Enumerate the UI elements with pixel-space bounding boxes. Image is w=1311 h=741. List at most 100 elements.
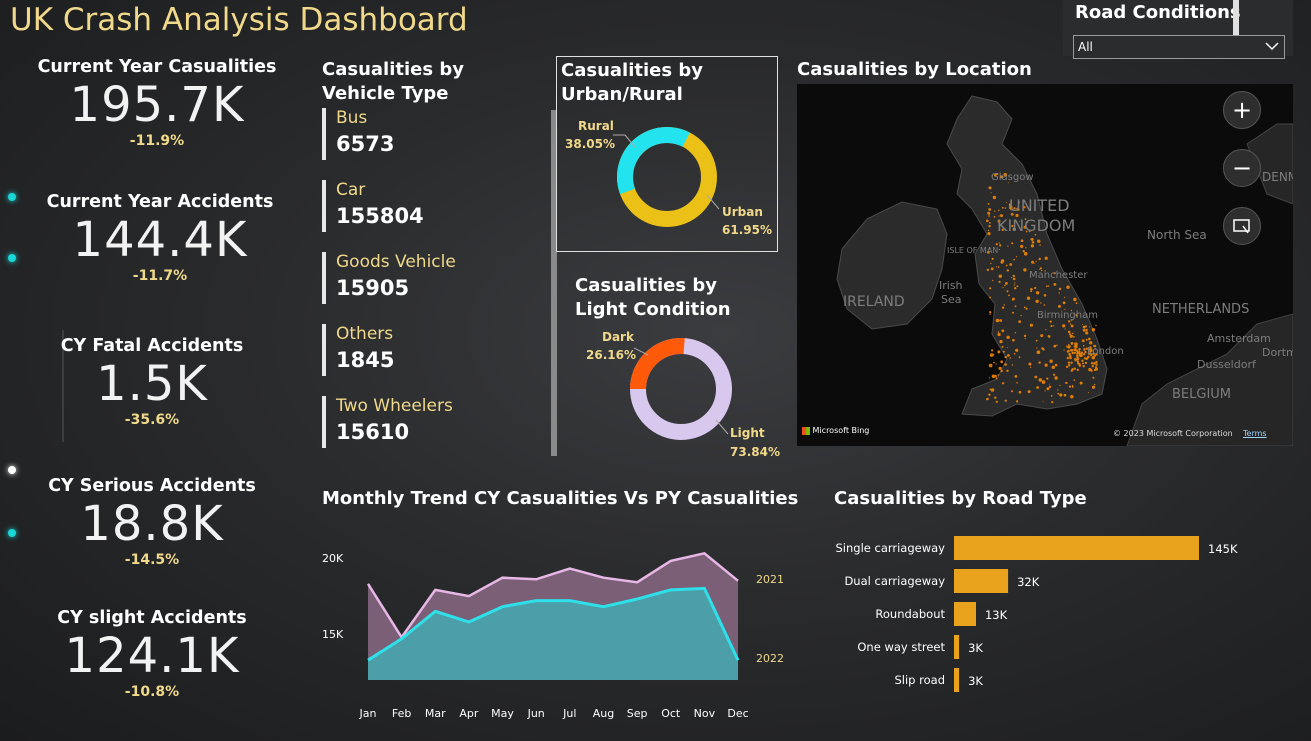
map-label-irish-sea: Irish xyxy=(939,279,963,292)
dark-slice xyxy=(630,338,732,440)
map-dot xyxy=(1036,347,1038,349)
zoom-out-button[interactable]: − xyxy=(1223,149,1261,187)
map-dot xyxy=(1070,309,1073,312)
microsoft-logo-icon xyxy=(802,426,810,435)
map-dot xyxy=(1076,357,1079,361)
map-dot xyxy=(1010,212,1014,216)
map-dot xyxy=(1020,244,1024,248)
map-dot xyxy=(1007,354,1010,357)
map-dot xyxy=(1071,351,1074,355)
map-dot xyxy=(1082,328,1086,332)
map-dot xyxy=(988,393,991,396)
map-dot xyxy=(987,232,991,236)
map-dot xyxy=(1023,206,1026,209)
road-type-bar xyxy=(954,635,960,659)
map-dot xyxy=(998,366,1002,370)
map-dot xyxy=(1012,274,1015,278)
map-dot xyxy=(1001,382,1005,385)
map-dot xyxy=(1091,385,1096,389)
map-dot xyxy=(989,296,992,299)
select-area-button[interactable] xyxy=(1223,207,1261,245)
map-dot xyxy=(1093,344,1097,348)
zoom-in-button[interactable]: + xyxy=(1223,91,1261,129)
map-dot xyxy=(1075,314,1078,317)
map-dot xyxy=(1095,360,1098,364)
map-label-netherlands: NETHERLANDS xyxy=(1152,302,1250,317)
map-dot xyxy=(1014,332,1017,334)
map-dot xyxy=(1085,347,1089,350)
map-dot xyxy=(1053,272,1056,275)
map-dots xyxy=(986,172,1098,404)
map-dot xyxy=(986,397,989,401)
map-dot xyxy=(1012,227,1016,231)
map-dot xyxy=(1071,384,1073,387)
map-dot xyxy=(1062,301,1066,305)
map-dot xyxy=(988,224,991,228)
slicer-scrollbar[interactable] xyxy=(1233,0,1239,36)
map-dot xyxy=(1073,335,1075,338)
map-dot xyxy=(1073,297,1077,302)
slicer-dropdown[interactable]: All xyxy=(1073,35,1285,59)
x-tick-label: Jun xyxy=(527,707,545,720)
map-dot xyxy=(1016,400,1019,403)
urban-pct: 61.95% xyxy=(722,223,772,237)
map-dot xyxy=(997,350,1001,354)
map-dot xyxy=(986,250,990,254)
bar-category-label: Slip road xyxy=(894,673,945,687)
map-dot xyxy=(1068,364,1071,367)
map-dot xyxy=(1042,348,1045,351)
map-dot xyxy=(991,257,994,260)
map-dot xyxy=(1073,345,1077,348)
map-dot xyxy=(1053,344,1057,348)
map-dot xyxy=(1006,347,1008,348)
kpi-serious-accidents: CY Serious Accidents 18.8K -14.5% xyxy=(17,476,287,568)
map-dot xyxy=(998,215,1000,217)
map-dot xyxy=(1035,260,1037,262)
map-dot xyxy=(997,266,1000,268)
road-conditions-slicer[interactable]: Road Conditions All xyxy=(1063,0,1293,59)
map-canvas xyxy=(836,95,1293,446)
road-type-bar xyxy=(954,668,960,692)
map-label-dusseldorf: Dusseldorf xyxy=(1197,358,1256,371)
map-dot xyxy=(1000,260,1004,264)
road-type-title: Casualities by Road Type xyxy=(834,488,1087,509)
map-dot xyxy=(995,266,998,268)
map-dot xyxy=(987,211,991,215)
map-terms-link[interactable]: Terms xyxy=(1243,429,1267,438)
map-dot xyxy=(1068,385,1071,388)
map-dot xyxy=(1001,228,1004,232)
map-dot xyxy=(997,374,999,376)
map-dot xyxy=(1000,360,1004,364)
map-dot xyxy=(1025,230,1028,233)
map-dot xyxy=(993,216,996,218)
map-dot xyxy=(987,203,990,205)
map-dot xyxy=(1005,264,1008,267)
map-dot xyxy=(1080,352,1083,355)
map-dot xyxy=(1014,282,1016,284)
map-dot xyxy=(1039,267,1042,270)
map-dot xyxy=(990,262,992,265)
map-dot xyxy=(1067,344,1070,346)
map-dot xyxy=(1013,258,1015,261)
map-dot xyxy=(1028,230,1031,233)
map-dot xyxy=(1067,346,1071,349)
kpi-value: 195.7K xyxy=(69,77,245,133)
map-dot xyxy=(1091,365,1094,368)
map-dot xyxy=(1030,366,1032,368)
light-pct: 73.84% xyxy=(730,445,780,459)
map-dot xyxy=(1006,335,1010,339)
map-dot xyxy=(1018,356,1021,359)
map-dot xyxy=(1074,342,1075,344)
map-dot xyxy=(1085,331,1089,335)
kpi-delta: -14.5% xyxy=(124,552,180,568)
vertical-scrollbar[interactable] xyxy=(551,110,557,456)
map-dot xyxy=(1049,383,1051,385)
map-dot xyxy=(1059,393,1063,397)
map-dot xyxy=(988,247,991,250)
map-dot xyxy=(1030,290,1033,293)
map-dot xyxy=(1089,326,1090,328)
location-map[interactable]: UNITED KINGDOM IRELAND North Sea NETHERL… xyxy=(797,84,1293,446)
map-dot xyxy=(1093,362,1096,365)
map-dot xyxy=(1034,262,1036,264)
map-label-belgium: BELGIUM xyxy=(1172,387,1232,402)
